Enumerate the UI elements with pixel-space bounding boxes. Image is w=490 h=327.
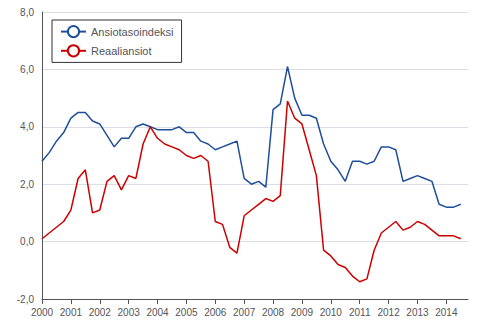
svg-text:2014: 2014 [435, 307, 458, 318]
svg-text:Reaaliansiot: Reaaliansiot [91, 45, 152, 57]
svg-text:2001: 2001 [60, 307, 83, 318]
svg-text:-2,0: -2,0 [17, 294, 35, 305]
svg-text:2011: 2011 [349, 307, 371, 318]
svg-text:2009: 2009 [291, 307, 314, 318]
svg-text:6,0: 6,0 [20, 64, 34, 75]
svg-text:2012: 2012 [377, 307, 400, 318]
svg-text:2013: 2013 [406, 307, 429, 318]
svg-text:2,0: 2,0 [20, 179, 34, 190]
svg-text:4,0: 4,0 [20, 121, 34, 132]
svg-text:Ansiotasoindeksi: Ansiotasoindeksi [91, 26, 174, 38]
svg-text:2000: 2000 [31, 307, 54, 318]
svg-text:0,0: 0,0 [20, 236, 34, 247]
svg-text:2007: 2007 [233, 307, 256, 318]
svg-text:8,0: 8,0 [20, 7, 34, 18]
svg-text:2010: 2010 [320, 307, 343, 318]
svg-text:2002: 2002 [89, 307, 112, 318]
svg-text:2006: 2006 [204, 307, 227, 318]
svg-text:2003: 2003 [118, 307, 141, 318]
svg-text:2005: 2005 [175, 307, 198, 318]
svg-text:2008: 2008 [262, 307, 285, 318]
svg-text:2004: 2004 [146, 307, 169, 318]
